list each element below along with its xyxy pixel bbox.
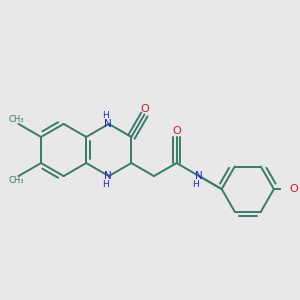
Text: N: N	[104, 171, 112, 181]
Text: N: N	[195, 171, 203, 181]
Text: O: O	[289, 184, 298, 194]
Text: H: H	[193, 180, 199, 189]
Text: H: H	[102, 180, 109, 189]
Text: CH₃: CH₃	[8, 176, 24, 185]
Text: H: H	[102, 111, 109, 120]
Text: O: O	[140, 104, 149, 114]
Text: N: N	[104, 119, 112, 129]
Text: O: O	[172, 126, 181, 136]
Text: CH₃: CH₃	[8, 115, 24, 124]
